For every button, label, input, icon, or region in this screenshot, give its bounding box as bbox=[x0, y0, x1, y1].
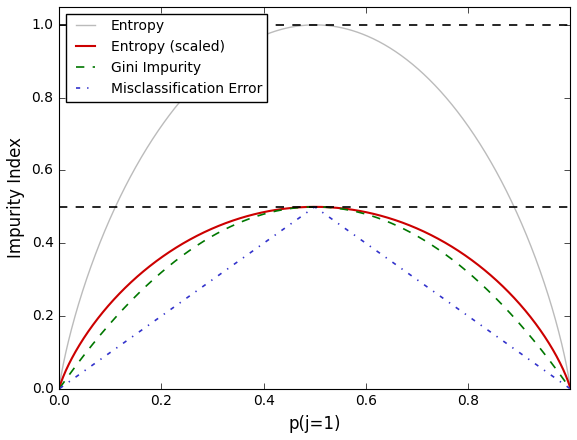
Misclassification Error bbox=[464, 313, 471, 318]
Entropy (scaled) bbox=[464, 254, 471, 260]
Misclassification Error bbox=[281, 226, 288, 231]
Gini Impurity bbox=[464, 269, 471, 274]
Entropy (scaled) bbox=[281, 206, 288, 211]
Legend: Entropy, Entropy (scaled), Gini Impurity, Misclassification Error: Entropy, Entropy (scaled), Gini Impurity… bbox=[66, 14, 268, 102]
Misclassification Error bbox=[263, 239, 269, 244]
Entropy bbox=[455, 110, 462, 115]
Entropy (scaled) bbox=[311, 204, 318, 209]
Line: Entropy: Entropy bbox=[59, 25, 570, 385]
Y-axis label: Impurity Index: Impurity Index bbox=[7, 137, 25, 258]
Misclassification Error bbox=[108, 349, 115, 354]
Entropy bbox=[108, 212, 115, 217]
Entropy (scaled) bbox=[407, 223, 414, 228]
Entropy bbox=[464, 122, 471, 128]
Line: Entropy (scaled): Entropy (scaled) bbox=[59, 207, 570, 387]
Entropy (scaled) bbox=[56, 384, 63, 389]
Gini Impurity bbox=[263, 211, 269, 216]
Gini Impurity bbox=[455, 261, 462, 267]
Gini Impurity bbox=[567, 385, 574, 391]
Entropy bbox=[263, 32, 269, 37]
Entropy bbox=[281, 26, 288, 31]
Entropy bbox=[407, 60, 414, 65]
Gini Impurity bbox=[56, 385, 63, 391]
Gini Impurity bbox=[281, 207, 288, 212]
Line: Misclassification Error: Misclassification Error bbox=[59, 207, 570, 389]
Entropy bbox=[311, 22, 318, 28]
Gini Impurity bbox=[311, 204, 318, 209]
Misclassification Error bbox=[407, 272, 414, 278]
Misclassification Error bbox=[455, 306, 462, 312]
Line: Gini Impurity: Gini Impurity bbox=[59, 207, 570, 388]
Entropy (scaled) bbox=[567, 384, 574, 389]
Entropy (scaled) bbox=[455, 248, 462, 253]
Misclassification Error bbox=[56, 386, 63, 391]
X-axis label: p(j=1): p(j=1) bbox=[288, 415, 341, 433]
Gini Impurity bbox=[407, 230, 414, 235]
Entropy bbox=[567, 382, 574, 387]
Entropy (scaled) bbox=[108, 299, 115, 304]
Misclassification Error bbox=[311, 205, 318, 210]
Gini Impurity bbox=[108, 319, 115, 324]
Entropy (scaled) bbox=[263, 209, 269, 214]
Misclassification Error bbox=[567, 386, 574, 391]
Entropy bbox=[56, 382, 63, 387]
